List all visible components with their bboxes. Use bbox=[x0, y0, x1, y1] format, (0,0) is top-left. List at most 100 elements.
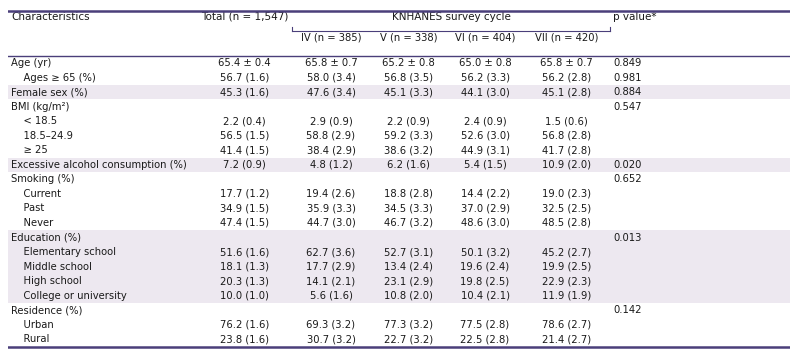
Text: 45.2 (2.7): 45.2 (2.7) bbox=[542, 247, 591, 257]
Text: High school: High school bbox=[11, 276, 82, 286]
Text: 2.9 (0.9): 2.9 (0.9) bbox=[310, 116, 353, 126]
Text: 17.7 (2.9): 17.7 (2.9) bbox=[306, 262, 356, 272]
Text: 77.5 (2.8): 77.5 (2.8) bbox=[460, 320, 510, 330]
Text: Ages ≥ 65 (%): Ages ≥ 65 (%) bbox=[11, 72, 96, 83]
Text: 17.7 (1.2): 17.7 (1.2) bbox=[220, 189, 269, 199]
Text: 19.9 (2.5): 19.9 (2.5) bbox=[542, 262, 591, 272]
Text: 47.6 (3.4): 47.6 (3.4) bbox=[306, 87, 355, 97]
Text: 5.4 (1.5): 5.4 (1.5) bbox=[464, 160, 507, 170]
Text: Education (%): Education (%) bbox=[11, 233, 81, 242]
Text: 52.6 (3.0): 52.6 (3.0) bbox=[460, 131, 510, 141]
Text: 38.4 (2.9): 38.4 (2.9) bbox=[306, 145, 355, 155]
Text: 22.9 (2.3): 22.9 (2.3) bbox=[542, 276, 591, 286]
Text: Smoking (%): Smoking (%) bbox=[11, 174, 74, 184]
Bar bbox=[8, 288, 790, 303]
Text: 19.6 (2.4): 19.6 (2.4) bbox=[460, 262, 510, 272]
Text: < 18.5: < 18.5 bbox=[11, 116, 57, 126]
Text: 6.2 (1.6): 6.2 (1.6) bbox=[387, 160, 430, 170]
Text: 69.3 (3.2): 69.3 (3.2) bbox=[306, 320, 355, 330]
Text: 76.2 (1.6): 76.2 (1.6) bbox=[220, 320, 269, 330]
Text: Characteristics: Characteristics bbox=[11, 12, 89, 22]
Text: 56.2 (3.3): 56.2 (3.3) bbox=[460, 72, 510, 83]
Text: 18.8 (2.8): 18.8 (2.8) bbox=[384, 189, 433, 199]
Text: Never: Never bbox=[11, 218, 53, 228]
Bar bbox=[8, 259, 790, 274]
Text: 2.2 (0.4): 2.2 (0.4) bbox=[223, 116, 266, 126]
Text: Age (yr): Age (yr) bbox=[11, 58, 51, 68]
Text: 2.2 (0.9): 2.2 (0.9) bbox=[387, 116, 430, 126]
Text: Rural: Rural bbox=[11, 334, 49, 344]
Text: 50.1 (3.2): 50.1 (3.2) bbox=[460, 247, 510, 257]
Text: Middle school: Middle school bbox=[11, 262, 92, 272]
Text: 0.652: 0.652 bbox=[614, 174, 642, 184]
Text: 19.0 (2.3): 19.0 (2.3) bbox=[543, 189, 591, 199]
Text: 10.0 (1.0): 10.0 (1.0) bbox=[220, 291, 269, 301]
Text: BMI (kg/m²): BMI (kg/m²) bbox=[11, 102, 69, 111]
Text: 56.5 (1.5): 56.5 (1.5) bbox=[220, 131, 269, 141]
Text: ≥ 25: ≥ 25 bbox=[11, 145, 48, 155]
Bar bbox=[8, 245, 790, 259]
Text: Urban: Urban bbox=[11, 320, 53, 330]
Text: 62.7 (3.6): 62.7 (3.6) bbox=[306, 247, 356, 257]
Text: 18.1 (1.3): 18.1 (1.3) bbox=[220, 262, 269, 272]
Text: 56.7 (1.6): 56.7 (1.6) bbox=[220, 72, 269, 83]
Text: KNHANES survey cycle: KNHANES survey cycle bbox=[392, 12, 511, 22]
Text: 41.4 (1.5): 41.4 (1.5) bbox=[220, 145, 269, 155]
Text: 14.4 (2.2): 14.4 (2.2) bbox=[460, 189, 510, 199]
Text: College or university: College or university bbox=[11, 291, 127, 301]
Text: 19.8 (2.5): 19.8 (2.5) bbox=[460, 276, 510, 286]
Text: VII (n = 420): VII (n = 420) bbox=[535, 33, 598, 43]
Text: 41.7 (2.8): 41.7 (2.8) bbox=[543, 145, 591, 155]
Text: 34.5 (3.3): 34.5 (3.3) bbox=[384, 203, 433, 213]
Text: 0.020: 0.020 bbox=[614, 160, 642, 170]
Text: 65.0 ± 0.8: 65.0 ± 0.8 bbox=[459, 58, 512, 68]
Text: 65.4 ± 0.4: 65.4 ± 0.4 bbox=[218, 58, 271, 68]
Text: 13.4 (2.4): 13.4 (2.4) bbox=[384, 262, 433, 272]
Text: 0.142: 0.142 bbox=[614, 305, 642, 315]
Text: 35.9 (3.3): 35.9 (3.3) bbox=[306, 203, 355, 213]
Text: 44.7 (3.0): 44.7 (3.0) bbox=[306, 218, 355, 228]
Text: Current: Current bbox=[11, 189, 61, 199]
Text: 77.3 (3.2): 77.3 (3.2) bbox=[384, 320, 433, 330]
Text: 51.6 (1.6): 51.6 (1.6) bbox=[220, 247, 269, 257]
Text: 0.981: 0.981 bbox=[614, 72, 642, 83]
Text: 22.5 (2.8): 22.5 (2.8) bbox=[460, 334, 510, 344]
Text: 30.7 (3.2): 30.7 (3.2) bbox=[306, 334, 355, 344]
Text: 1.5 (0.6): 1.5 (0.6) bbox=[545, 116, 588, 126]
Text: 0.547: 0.547 bbox=[614, 102, 642, 111]
Text: 45.1 (2.8): 45.1 (2.8) bbox=[543, 87, 591, 97]
Text: 11.9 (1.9): 11.9 (1.9) bbox=[542, 291, 591, 301]
Text: 59.2 (3.3): 59.2 (3.3) bbox=[384, 131, 433, 141]
Text: 56.2 (2.8): 56.2 (2.8) bbox=[542, 72, 591, 83]
Text: Female sex (%): Female sex (%) bbox=[11, 87, 88, 97]
Text: 44.9 (3.1): 44.9 (3.1) bbox=[460, 145, 509, 155]
Text: 7.2 (0.9): 7.2 (0.9) bbox=[223, 160, 266, 170]
Text: Elementary school: Elementary school bbox=[11, 247, 116, 257]
Text: 46.7 (3.2): 46.7 (3.2) bbox=[384, 218, 433, 228]
Text: 10.8 (2.0): 10.8 (2.0) bbox=[384, 291, 433, 301]
Text: 23.1 (2.9): 23.1 (2.9) bbox=[384, 276, 433, 286]
Text: Residence (%): Residence (%) bbox=[11, 305, 82, 315]
Text: IV (n = 385): IV (n = 385) bbox=[301, 33, 361, 43]
Text: 48.6 (3.0): 48.6 (3.0) bbox=[460, 218, 509, 228]
Text: 4.8 (1.2): 4.8 (1.2) bbox=[310, 160, 352, 170]
Text: 0.884: 0.884 bbox=[614, 87, 642, 97]
Text: 37.0 (2.9): 37.0 (2.9) bbox=[460, 203, 510, 213]
Text: 18.5–24.9: 18.5–24.9 bbox=[11, 131, 73, 141]
Text: 22.7 (3.2): 22.7 (3.2) bbox=[384, 334, 433, 344]
Text: 65.8 ± 0.7: 65.8 ± 0.7 bbox=[305, 58, 358, 68]
Text: 20.3 (1.3): 20.3 (1.3) bbox=[220, 276, 269, 286]
Text: Total (n = 1,547): Total (n = 1,547) bbox=[201, 12, 288, 22]
Text: 45.3 (1.6): 45.3 (1.6) bbox=[220, 87, 269, 97]
Text: 10.9 (2.0): 10.9 (2.0) bbox=[543, 160, 591, 170]
Text: 34.9 (1.5): 34.9 (1.5) bbox=[220, 203, 269, 213]
Bar bbox=[8, 85, 790, 99]
Text: 44.1 (3.0): 44.1 (3.0) bbox=[460, 87, 509, 97]
Text: VI (n = 404): VI (n = 404) bbox=[455, 33, 516, 43]
Text: 21.4 (2.7): 21.4 (2.7) bbox=[542, 334, 591, 344]
Text: Past: Past bbox=[11, 203, 45, 213]
Text: 45.1 (3.3): 45.1 (3.3) bbox=[384, 87, 433, 97]
Text: 78.6 (2.7): 78.6 (2.7) bbox=[542, 320, 591, 330]
Text: 14.1 (2.1): 14.1 (2.1) bbox=[306, 276, 356, 286]
Text: 58.0 (3.4): 58.0 (3.4) bbox=[306, 72, 355, 83]
